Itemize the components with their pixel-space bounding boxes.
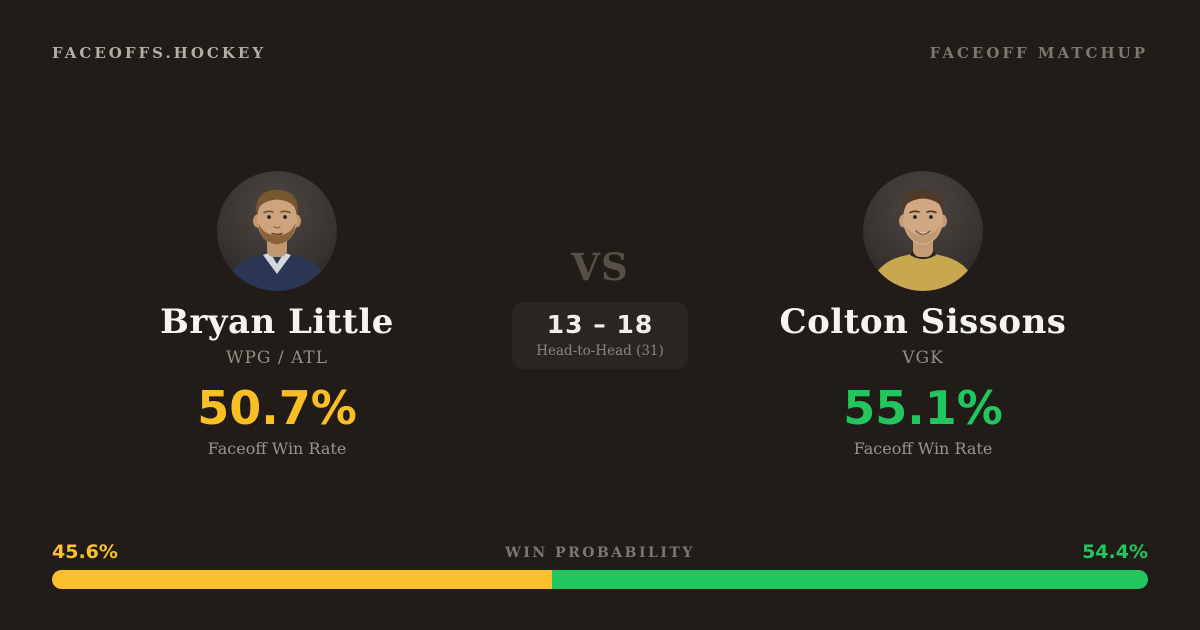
win-probability-bar-right-fill — [551, 570, 1148, 589]
player-avatar-left — [217, 171, 337, 291]
head-to-head-box: 13 – 18 Head-to-Head (31) — [512, 302, 688, 369]
win-probability-label: WIN PROBABILITY — [505, 544, 695, 561]
player-teams-left: WPG / ATL — [225, 348, 328, 369]
matchup-center: VS 13 – 18 Head-to-Head (31) — [450, 249, 750, 369]
win-probability-right-pct: 54.4% — [1082, 541, 1148, 563]
player-name-left: Bryan Little — [160, 302, 394, 342]
win-probability-bar — [52, 570, 1148, 589]
jersey-right — [869, 251, 977, 291]
jersey-collar-left — [263, 252, 291, 274]
head-to-head-score: 13 – 18 — [546, 310, 654, 339]
vs-label: VS — [571, 245, 629, 289]
brand-title: FACEOFFS.HOCKEY — [52, 44, 267, 62]
player-winrate-left: 50.7% — [197, 381, 357, 436]
win-probability-bar-left-fill — [52, 570, 552, 589]
win-probability-left-pct: 45.6% — [52, 541, 118, 563]
player-teams-right: VGK — [902, 348, 944, 369]
stubble-right — [906, 225, 940, 244]
player-card-right: Colton Sissons VGK 55.1% Faceoff Win Rat… — [743, 171, 1103, 458]
player-card-left: Bryan Little WPG / ATL 50.7% Faceoff Win… — [97, 171, 457, 458]
player-avatar-right — [863, 171, 983, 291]
hair-left — [256, 189, 298, 215]
page-title: FACEOFF MATCHUP — [929, 44, 1148, 62]
player-winrate-right: 55.1% — [843, 381, 1003, 436]
player-name-right: Colton Sissons — [779, 302, 1067, 342]
beard-left — [258, 223, 296, 245]
head-to-head-label: Head-to-Head (31) — [536, 342, 664, 359]
win-probability-row: 45.6% WIN PROBABILITY 54.4% — [52, 543, 1148, 562]
player-winrate-label-left: Faceoff Win Rate — [207, 439, 347, 459]
player-winrate-label-right: Faceoff Win Rate — [853, 439, 993, 459]
hair-right — [902, 189, 944, 213]
